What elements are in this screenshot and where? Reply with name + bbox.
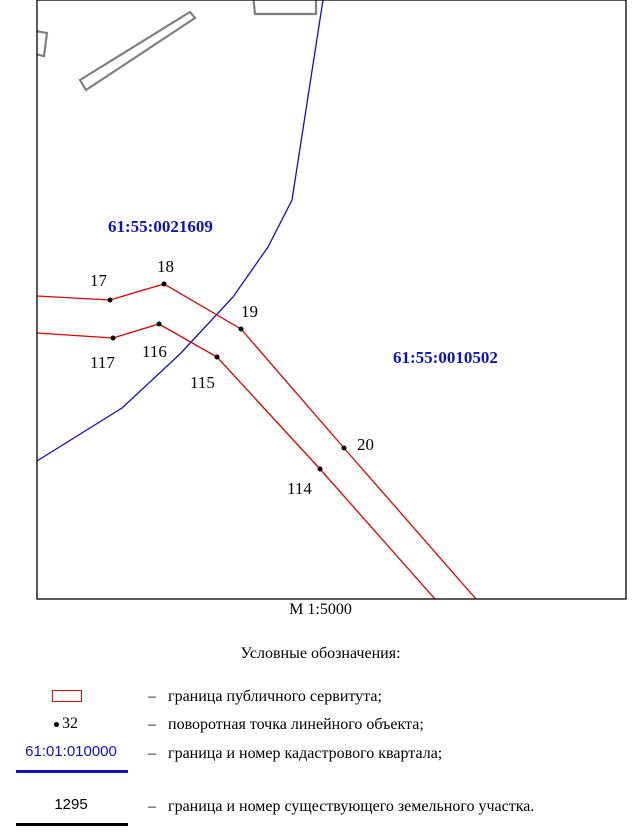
servitude-rect-symbol xyxy=(52,690,82,702)
parcel-symbol-number: 1295 xyxy=(54,796,88,813)
quarter-symbol-line xyxy=(16,770,128,773)
turn-point-marker xyxy=(238,326,244,332)
legend-row-parcel: 1295 – граница и номер существующего зем… xyxy=(0,796,641,826)
servitude-upper-line xyxy=(37,283,477,599)
turn-point-marker xyxy=(341,445,347,451)
parcel-outline xyxy=(252,0,318,16)
legend-desc: граница публичного сервитута; xyxy=(168,688,382,705)
map-content xyxy=(37,0,477,599)
point-label-117: 117 xyxy=(90,353,115,372)
point-label-18: 18 xyxy=(157,257,174,276)
point-dot-icon xyxy=(54,721,59,727)
parcel-outline xyxy=(37,30,49,58)
existing-parcels xyxy=(37,0,318,92)
legend-dash: – xyxy=(148,688,156,705)
parcel-outline xyxy=(78,10,197,92)
legend-symbol: 32 xyxy=(10,714,150,738)
servitude-boundary xyxy=(37,283,477,599)
legend-symbol: 1295 xyxy=(10,796,150,826)
legend-desc: граница и номер существующего земельного… xyxy=(168,798,535,815)
quarter-boundary-line xyxy=(37,0,324,462)
parcel-symbol-line xyxy=(16,823,128,826)
legend-dash: – xyxy=(148,745,156,762)
legend-row-servitude: – граница публичного сервитута; xyxy=(0,686,641,710)
legend-desc: поворотная точка линейного объекта; xyxy=(168,716,424,733)
legend-dash: – xyxy=(148,716,156,733)
point-label-114: 114 xyxy=(287,479,312,498)
turn-point-marker xyxy=(110,335,116,341)
point-label-116: 116 xyxy=(142,342,167,361)
point-label-20: 20 xyxy=(357,435,374,454)
legend-symbol: 61:01:010000 xyxy=(10,743,150,773)
servitude-lower-line xyxy=(37,323,436,599)
legend-dash: – xyxy=(148,798,156,815)
point-label-19: 19 xyxy=(241,302,258,321)
turn-point-marker xyxy=(156,321,162,327)
point-label-17: 17 xyxy=(90,271,108,290)
legend-desc: граница и номер кадастрового квартала; xyxy=(168,745,443,762)
turn-point-marker xyxy=(214,354,220,360)
quarter-number-label: 61:55:0010502 xyxy=(393,348,498,367)
map-frame xyxy=(36,0,627,600)
legend-symbol xyxy=(10,686,150,710)
turn-point-marker xyxy=(161,281,167,287)
turn-points xyxy=(107,281,347,472)
quarter-symbol-number: 61:01:010000 xyxy=(25,743,117,760)
point-symbol-number: 32 xyxy=(62,715,78,732)
point-label-115: 115 xyxy=(190,373,215,392)
map-scale: М 1:5000 xyxy=(289,601,352,618)
quarter-number-label: 61:55:0021609 xyxy=(108,217,213,236)
legend-row-quarter: 61:01:010000 – граница и номер кадастров… xyxy=(0,743,641,773)
legend-title: Условные обозначения: xyxy=(240,645,401,662)
legend-row-turn-point: 32 – поворотная точка линейного объекта; xyxy=(0,714,641,738)
turn-point-marker xyxy=(107,297,113,303)
turn-point-marker xyxy=(317,466,323,472)
